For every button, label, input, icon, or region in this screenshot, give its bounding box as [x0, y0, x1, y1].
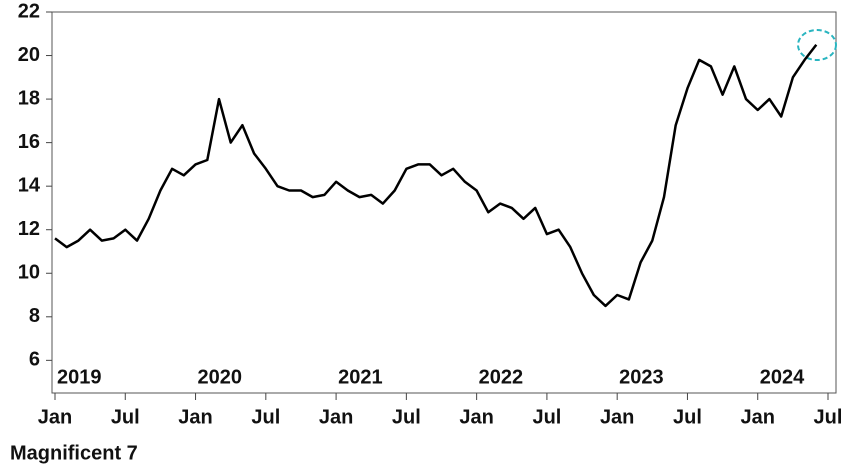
y-tick-label: 14 — [18, 174, 41, 196]
x-tick-label: Jan — [740, 406, 774, 428]
year-label: 2024 — [760, 366, 805, 388]
plot-frame — [51, 11, 837, 394]
x-tick-label: Jan — [319, 406, 353, 428]
y-tick-label: 18 — [18, 87, 40, 109]
year-label: 2022 — [479, 366, 524, 388]
x-tick-label: Jul — [251, 406, 280, 428]
highlight-circle — [797, 29, 837, 61]
x-tick-label: Jul — [814, 406, 843, 428]
x-tick-label: Jul — [532, 406, 561, 428]
year-label: 2021 — [338, 366, 383, 388]
year-label: 2019 — [57, 366, 102, 388]
series-label: Magnificent 7 — [10, 442, 138, 464]
y-tick-label: 22 — [18, 0, 40, 22]
y-tick-label: 12 — [18, 218, 40, 240]
y-tick-label: 16 — [18, 131, 40, 153]
x-tick-label: Jan — [600, 406, 634, 428]
y-tick-label: 8 — [29, 305, 40, 327]
y-tick-label: 10 — [18, 262, 40, 284]
x-tick-label: Jan — [178, 406, 212, 428]
x-tick-label: Jul — [392, 406, 421, 428]
series-line — [54, 43, 818, 308]
x-tick-label: Jul — [673, 406, 702, 428]
y-tick-label: 6 — [29, 349, 40, 371]
x-tick-label: Jan — [38, 406, 72, 428]
year-label: 2023 — [619, 366, 664, 388]
year-label: 2020 — [198, 366, 243, 388]
x-tick-label: Jul — [111, 406, 140, 428]
y-tick-label: 20 — [18, 44, 40, 66]
x-tick-label: Jan — [459, 406, 493, 428]
